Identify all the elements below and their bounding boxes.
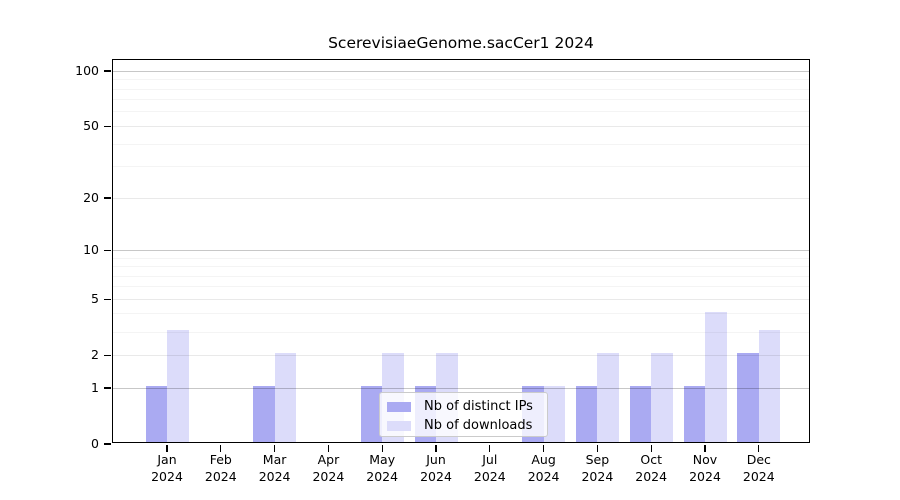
bar-downloads-mar xyxy=(274,353,297,442)
x-tick-jul xyxy=(489,444,491,452)
x-tick-jun xyxy=(435,444,437,452)
bar-distinct-ips-may xyxy=(360,386,383,442)
y-tick-20 xyxy=(104,197,111,199)
x-tick-label-jan: Jan 2024 xyxy=(151,452,183,484)
x-tick-feb xyxy=(220,444,222,452)
x-tick-aug xyxy=(542,444,545,452)
y-tick-label-2: 2 xyxy=(91,347,99,363)
chart-title: ScerevisiaeGenome.sacCer1 2024 xyxy=(328,34,594,52)
bars-layer xyxy=(113,60,809,442)
bar-downloads-nov xyxy=(705,312,727,442)
legend-label-downloads: Nb of downloads xyxy=(424,418,533,433)
plot-area: 0 1 2 5 10 20 50 100 Jan 2024 Feb 2024 Mar 2024 Apr 202… xyxy=(75,59,810,484)
y-tick-label-50: 50 xyxy=(83,118,99,134)
x-tick-label-nov: Nov 2024 xyxy=(689,452,721,484)
y-tick-1 xyxy=(104,387,111,389)
y-tick-50 xyxy=(104,125,111,128)
y-tick-label-10: 10 xyxy=(83,242,99,258)
x-tick-label-dec: Dec 2024 xyxy=(742,452,775,484)
legend-item-distinct-ips: Nb of distinct IPs xyxy=(387,397,547,416)
legend: Nb of distinct IPs Nb of downloads xyxy=(379,392,548,437)
axis-layer: 0 1 2 5 10 20 50 100 Jan 2024 Feb 2024 Mar 2024 Apr 202… xyxy=(75,60,809,483)
bar-downloads-dec xyxy=(758,330,781,442)
y-tick-label-0: 0 xyxy=(91,436,99,451)
y-tick-100 xyxy=(104,70,111,72)
bar-distinct-ips-jan xyxy=(145,386,167,442)
y-tick-2 xyxy=(104,354,111,356)
y-tick-label-1: 1 xyxy=(91,380,99,395)
x-tick-mar xyxy=(273,444,276,452)
x-tick-may xyxy=(381,444,383,452)
bar-distinct-ips-nov xyxy=(683,386,705,442)
bar-distinct-ips-mar xyxy=(253,386,275,442)
bar-downloads-sep xyxy=(597,353,619,442)
x-tick-oct xyxy=(650,444,652,452)
y-tick-5 xyxy=(104,298,111,300)
x-tick-label-may: May 2024 xyxy=(366,452,399,484)
legend-item-downloads: Nb of downloads xyxy=(387,416,547,435)
legend-swatch-downloads xyxy=(387,420,411,431)
x-tick-label-feb: Feb 2024 xyxy=(204,452,237,484)
x-tick-label-jun: Jun 2024 xyxy=(420,452,452,484)
y-tick-0 xyxy=(104,443,111,445)
bar-downloads-jan xyxy=(167,330,189,442)
x-tick-jan xyxy=(166,444,168,452)
y-tick-10 xyxy=(104,249,111,251)
x-tick-sep xyxy=(596,444,599,452)
x-tick-label-aug: Aug 2024 xyxy=(527,452,560,484)
legend-label-distinct-ips: Nb of distinct IPs xyxy=(424,399,533,414)
y-tick-label-5: 5 xyxy=(91,291,99,307)
bar-downloads-aug xyxy=(543,386,566,442)
x-tick-label-jul: Jul 2024 xyxy=(473,452,506,484)
bar-distinct-ips-dec xyxy=(737,353,759,442)
legend-swatch-distinct-ips xyxy=(387,401,411,412)
x-tick-apr xyxy=(327,444,330,452)
y-tick-label-100: 100 xyxy=(75,63,99,79)
x-tick-label-mar: Mar 2024 xyxy=(258,452,291,484)
x-tick-label-apr: Apr 2024 xyxy=(312,452,345,484)
bar-distinct-ips-sep xyxy=(575,386,598,442)
x-tick-label-oct: Oct 2024 xyxy=(635,452,668,484)
bar-distinct-ips-oct xyxy=(629,386,652,442)
bar-downloads-oct xyxy=(651,353,673,442)
x-tick-nov xyxy=(704,444,706,452)
x-tick-label-sep: Sep 2024 xyxy=(581,452,614,484)
y-tick-label-20: 20 xyxy=(83,190,99,206)
x-tick-dec xyxy=(758,444,760,452)
